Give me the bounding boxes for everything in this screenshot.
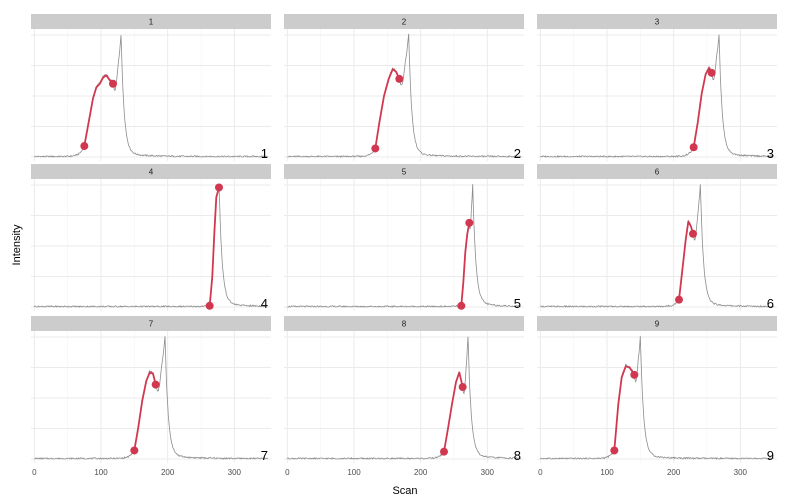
peak-end-point (707, 68, 716, 77)
facet-strip (31, 164, 271, 179)
facet-strip-label: 2 (402, 18, 407, 27)
peak-end-point (458, 383, 467, 392)
x-tick-label: 200 (414, 468, 428, 477)
peak-end-point (151, 380, 160, 389)
x-tick-label: 0 (32, 468, 37, 477)
peak-highlight-line (133, 371, 157, 451)
panel-corner-label: 6 (767, 296, 774, 311)
x-tick-label: 0 (538, 468, 543, 477)
peak-end-point (689, 229, 697, 238)
panel-grid (31, 29, 271, 161)
peak-end-point (630, 370, 639, 379)
panel-corner-label: 7 (261, 448, 268, 463)
peak-end-point (109, 79, 117, 88)
peak-highlight-line (678, 220, 694, 300)
panel-corner-label: 4 (261, 296, 268, 311)
intensity-trace (539, 336, 774, 460)
facet-strip-label: 9 (655, 320, 660, 329)
panel-corner-label: 8 (514, 448, 521, 463)
facet-strip (284, 164, 524, 179)
peak-start-point (440, 447, 448, 456)
x-tick-label: 300 (228, 468, 242, 477)
x-tick-label: 0 (285, 468, 290, 477)
facet-panel-3: 33 (537, 14, 777, 161)
panel-corner-label: 5 (514, 296, 521, 311)
x-tick-label: 200 (161, 468, 175, 477)
panel-grid (31, 331, 271, 463)
intensity-trace (33, 186, 268, 308)
facet-panel-2: 22 (284, 14, 524, 161)
peak-highlight-line (208, 187, 220, 306)
facet-panel-8: 8 8 0 100 200 300 (284, 316, 524, 477)
peak-end-point (465, 218, 474, 227)
peak-start-point (205, 301, 214, 310)
peak-start-point (371, 144, 380, 153)
intensity-trace (286, 336, 521, 460)
intensity-trace (33, 35, 268, 158)
x-axis-title: Scan (392, 485, 417, 497)
peak-start-point (689, 143, 698, 152)
facet-strip (537, 164, 777, 179)
peak-end-point (215, 183, 223, 192)
x-tick-label: 300 (734, 468, 748, 477)
panel-grid (284, 29, 524, 161)
facet-panel-4: 44 (31, 164, 271, 311)
facet-strip-label: 6 (655, 168, 660, 177)
facet-strip-label: 3 (655, 18, 660, 27)
facet-strip-label: 7 (149, 320, 154, 329)
y-axis-title: Intensity (11, 224, 23, 265)
intensity-trace (34, 336, 269, 460)
panel-grid (284, 331, 524, 463)
x-tick-label: 300 (481, 468, 495, 477)
facet-panel-9: 9 9 0 100 200 300 (537, 316, 777, 477)
panel-grid (537, 29, 777, 161)
peak-end-point (395, 74, 404, 83)
x-tick-label: 100 (94, 468, 108, 477)
facet-strip-label: 8 (402, 320, 407, 329)
facet-strip (284, 316, 524, 331)
panel-grid (31, 179, 271, 311)
intensity-trace (540, 184, 774, 308)
x-tick-label: 100 (600, 468, 614, 477)
facet-panel-7: 7 7 0 100 200 300 (31, 316, 271, 477)
x-tick-label: 200 (667, 468, 681, 477)
facet-panel-6: 66 (537, 164, 777, 311)
peak-start-point (610, 446, 619, 455)
panel-grid (284, 179, 524, 311)
intensity-trace (287, 184, 521, 308)
peak-highlight-line (692, 67, 713, 148)
facet-strip (284, 14, 524, 29)
peak-start-point (130, 446, 139, 455)
facet-strip (537, 14, 777, 29)
panel-corner-label: 9 (767, 448, 774, 463)
intensity-trace (540, 34, 774, 158)
peak-highlight-line (460, 222, 471, 306)
panel-grid (537, 179, 777, 311)
panel-corner-label: 2 (514, 146, 521, 161)
facet-strip (31, 14, 271, 29)
x-tick-label: 100 (347, 468, 361, 477)
intensity-trace (287, 33, 522, 158)
facet-strip (31, 316, 271, 331)
peak-start-point (675, 295, 683, 304)
peak-start-point (457, 301, 466, 310)
panel-grid (537, 331, 777, 463)
facet-strip-label: 5 (402, 168, 407, 177)
facet-strip (537, 316, 777, 331)
peak-highlight-line (443, 371, 464, 452)
peak-highlight-line (374, 68, 401, 149)
peak-highlight-line (83, 74, 114, 147)
facet-panel-1: 11 (31, 14, 271, 161)
panel-corner-label: 1 (261, 146, 268, 161)
peak-highlight-line (613, 365, 636, 451)
peak-start-point (80, 142, 89, 151)
facet-strip-label: 4 (149, 168, 154, 177)
facet-strip-label: 1 (149, 18, 154, 27)
panel-corner-label: 3 (767, 146, 774, 161)
facet-panel-5: 55 (284, 164, 524, 311)
